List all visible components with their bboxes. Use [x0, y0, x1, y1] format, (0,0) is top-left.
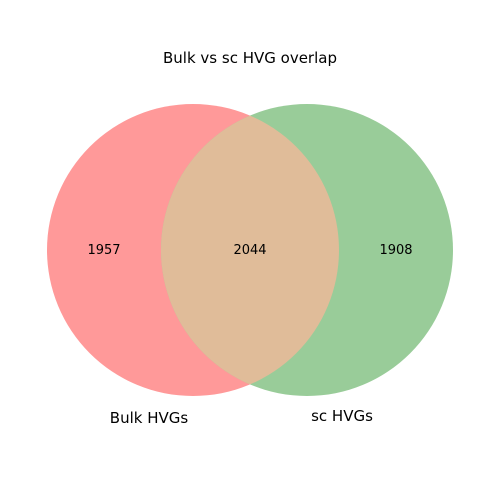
overlap-count: 2044 — [233, 243, 266, 258]
chart-title: Bulk vs sc HVG overlap — [163, 49, 337, 67]
sc-only-count: 1908 — [379, 243, 412, 258]
overlap-region — [161, 104, 339, 396]
bulk-set-label: Bulk HVGs — [110, 409, 189, 427]
bulk-only-count: 1957 — [87, 243, 120, 258]
sc-set-label: sc HVGs — [311, 407, 373, 425]
